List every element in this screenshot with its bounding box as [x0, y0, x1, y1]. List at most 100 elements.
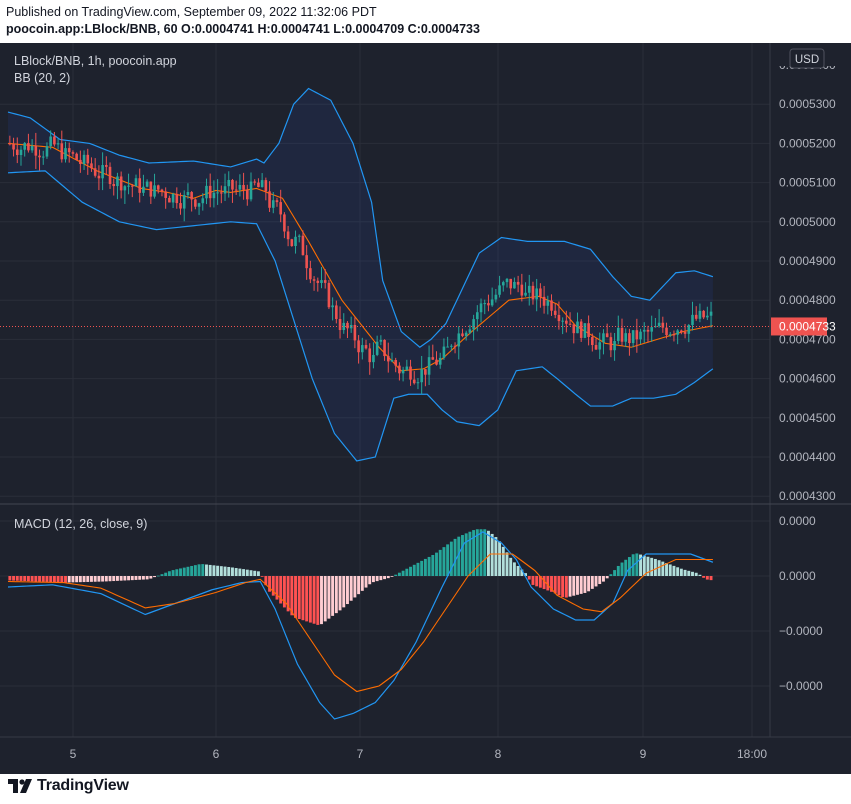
macd-histogram-bar — [67, 576, 71, 583]
bb-indicator-label: BB (20, 2) — [14, 71, 70, 85]
candle-body — [294, 236, 297, 247]
price-tick-label: 0.0005300 — [779, 97, 836, 111]
macd-histogram-bar — [535, 576, 539, 587]
macd-histogram-bar — [694, 572, 698, 576]
macd-histogram-bar — [602, 576, 605, 582]
candle-body — [238, 184, 242, 190]
macd-histogram-bar — [564, 576, 568, 598]
macd-histogram-bar — [223, 566, 227, 576]
macd-histogram-bar — [115, 576, 119, 581]
candle-body — [264, 180, 268, 192]
candle-body — [501, 282, 505, 286]
macd-histogram-bar — [616, 565, 620, 576]
candle-body — [216, 192, 219, 194]
macd-histogram-bar — [438, 549, 442, 576]
time-tick-label: 8 — [495, 747, 502, 761]
candle-body — [286, 231, 290, 240]
macd-histogram-bar — [275, 576, 279, 600]
candle-body — [19, 149, 23, 156]
candle-body — [576, 321, 579, 334]
macd-histogram-bar — [557, 576, 561, 596]
macd-histogram-bar — [153, 576, 156, 578]
candle-body — [453, 345, 457, 347]
candle-body — [479, 303, 483, 313]
candle-body — [379, 339, 383, 342]
candle-body — [108, 166, 112, 185]
candle-body — [130, 185, 134, 187]
candle-body — [639, 331, 642, 340]
macd-histogram-bar — [624, 559, 628, 576]
macd-histogram-bar — [538, 576, 542, 588]
candle-body — [105, 165, 108, 167]
macd-histogram-bar — [349, 576, 353, 601]
macd-histogram-bar — [301, 576, 305, 621]
candle-body — [134, 178, 138, 187]
macd-histogram-bar — [475, 529, 479, 576]
candle-body — [116, 176, 119, 187]
candle-body — [79, 159, 82, 164]
candle-body — [86, 154, 90, 164]
macd-histogram-bar — [683, 569, 687, 576]
macd-histogram-bar — [635, 553, 639, 576]
currency-badge[interactable]: USD — [789, 48, 825, 69]
candle-body — [231, 179, 234, 190]
candle-body — [709, 311, 713, 316]
macd-histogram-bar — [8, 576, 12, 581]
candle-body — [542, 296, 546, 306]
macd-histogram-bar — [93, 576, 97, 582]
macd-histogram-bar — [464, 533, 468, 576]
macd-histogram-bar — [279, 576, 283, 604]
macd-histogram-bar — [234, 568, 238, 576]
macd-histogram-bar — [472, 530, 476, 576]
macd-histogram-bar — [271, 576, 275, 596]
candle-body — [361, 345, 364, 353]
candle-body — [60, 143, 64, 160]
macd-histogram-bar — [368, 576, 372, 585]
candle-body — [305, 255, 308, 269]
macd-histogram-bar — [268, 576, 272, 592]
macd-histogram-bar — [579, 576, 583, 594]
candle-body — [557, 314, 561, 322]
macd-histogram-bar — [550, 576, 553, 592]
macd-histogram-bar — [468, 531, 472, 576]
candle-body — [312, 279, 316, 281]
candle-body — [346, 322, 349, 329]
macd-histogram-bar — [256, 571, 260, 576]
candle-body — [628, 333, 631, 344]
candle-body — [583, 323, 587, 338]
macd-histogram-bar — [542, 576, 546, 590]
candle-body — [368, 348, 372, 363]
macd-histogram-bar — [327, 576, 331, 619]
candle-body — [587, 323, 590, 338]
macd-line — [7, 531, 714, 720]
candle-body — [190, 192, 193, 200]
candle-body — [64, 148, 67, 160]
candle-body — [164, 191, 167, 198]
macd-histogram-bar — [449, 541, 453, 576]
macd-histogram-bar — [171, 570, 175, 576]
tradingview-logo[interactable]: TradingView — [8, 776, 129, 796]
candle-body — [323, 280, 327, 283]
macd-histogram-bar — [505, 552, 509, 576]
macd-histogram-bar — [360, 576, 364, 591]
macd-histogram-bar — [705, 576, 709, 580]
candle-body — [27, 143, 30, 151]
candle-body — [616, 327, 620, 341]
chart-area[interactable]: 0.0005300 0.0005200 0.0005100 0.0005000 0.00… — [0, 43, 851, 774]
macd-histogram-bar — [219, 566, 223, 576]
tradingview-logo-icon — [8, 779, 32, 793]
candle-body — [67, 148, 71, 153]
time-tick-label: 7 — [357, 747, 364, 761]
candle-body — [93, 168, 97, 176]
price-pane[interactable] — [0, 87, 770, 462]
high-value: 0.0004741 — [270, 22, 330, 36]
candle-body — [683, 332, 687, 334]
macd-pane[interactable] — [7, 529, 714, 720]
candle-body — [316, 280, 320, 283]
macd-histogram-bar — [320, 576, 323, 625]
macd-histogram-bar — [394, 574, 398, 576]
macd-histogram-bar — [297, 576, 301, 620]
candle-body — [561, 320, 564, 322]
macd-histogram-bar — [305, 576, 309, 622]
candle-body — [412, 379, 416, 384]
